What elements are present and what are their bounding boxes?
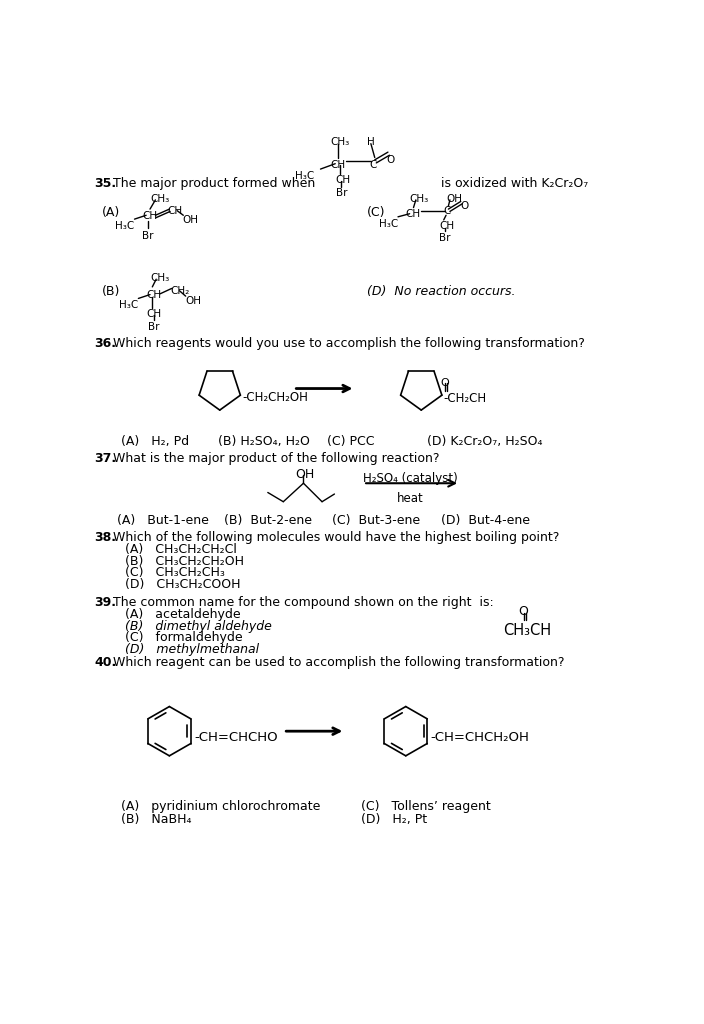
Text: OH: OH [296,468,315,481]
Text: (D)   CH₃CH₂COOH: (D) CH₃CH₂COOH [125,578,241,591]
Text: O: O [460,202,468,211]
Text: O: O [386,156,395,165]
Text: OH: OH [185,296,201,306]
Text: (D)  But-4-ene: (D) But-4-ene [441,514,529,527]
Text: Br: Br [336,188,348,199]
Text: (A)   CH₃CH₂CH₂Cl: (A) CH₃CH₂CH₂Cl [125,544,237,556]
Text: CH: CH [146,290,161,300]
Text: CH: CH [168,206,183,216]
Text: C: C [443,206,451,216]
Text: CH: CH [331,160,346,170]
Text: H: H [367,137,375,146]
Text: The common name for the compound shown on the right  is:: The common name for the compound shown o… [113,596,494,608]
Text: (B)   dimethyl aldehyde: (B) dimethyl aldehyde [125,620,272,633]
Text: O: O [440,378,449,388]
Text: CH: CH [146,309,161,319]
Text: CH₃: CH₃ [150,273,169,283]
Text: (C)   CH₃CH₂CH₃: (C) CH₃CH₂CH₃ [125,566,225,580]
Text: -CH₂CH₂OH: -CH₂CH₂OH [242,391,308,404]
Text: 38.: 38. [94,531,116,544]
Text: O: O [518,605,528,617]
Text: (C): (C) [367,206,386,219]
Text: heat: heat [396,493,423,506]
Text: H₃C: H₃C [295,171,314,180]
Text: 36.: 36. [94,337,116,350]
Text: CH₃: CH₃ [150,194,169,204]
Text: What is the major product of the following reaction?: What is the major product of the followi… [113,453,439,466]
Text: (A)   H₂, Pd: (A) H₂, Pd [120,435,189,447]
Text: (C)  But-3-ene: (C) But-3-ene [332,514,420,527]
Text: (B)  But-2-ene: (B) But-2-ene [224,514,312,527]
Text: (A)   But-1-ene: (A) But-1-ene [118,514,209,527]
Text: H₃C: H₃C [119,300,138,310]
Text: Br: Br [149,322,160,332]
Text: CH₂: CH₂ [170,286,189,296]
Text: (D)  No reaction occurs.: (D) No reaction occurs. [367,285,515,298]
Text: (B)   NaBH₄: (B) NaBH₄ [120,813,191,825]
Text: Which of the following molecules would have the highest boiling point?: Which of the following molecules would h… [113,531,559,544]
Text: 39.: 39. [94,596,116,608]
Text: (C)   formaldehyde: (C) formaldehyde [125,631,243,644]
Text: 40.: 40. [94,655,116,669]
Text: is oxidized with K₂Cr₂O₇: is oxidized with K₂Cr₂O₇ [441,177,588,189]
Text: C: C [370,160,377,170]
Text: CH: CH [335,175,351,185]
Text: CH: CH [439,221,454,231]
Text: (B) H₂SO₄, H₂O: (B) H₂SO₄, H₂O [218,435,310,447]
Text: (D) K₂Cr₂O₇, H₂SO₄: (D) K₂Cr₂O₇, H₂SO₄ [427,435,543,447]
Text: (D)   H₂, Pt: (D) H₂, Pt [361,813,427,825]
Text: Br: Br [142,230,153,241]
Text: H₃C: H₃C [115,221,134,231]
Text: (B): (B) [102,285,120,298]
Text: Which reagent can be used to accomplish the following transformation?: Which reagent can be used to accomplish … [113,655,565,669]
Text: CH₃: CH₃ [410,194,429,204]
Text: CH: CH [142,211,158,221]
Text: (A): (A) [102,206,120,219]
Text: -CH₂CH: -CH₂CH [444,392,486,406]
Text: 37.: 37. [94,453,116,466]
Text: (C) PCC: (C) PCC [327,435,375,447]
Text: H₃C: H₃C [379,219,398,229]
Text: OH: OH [447,194,463,204]
Text: CH₃CH: CH₃CH [503,624,551,638]
Text: The major product formed when: The major product formed when [113,177,315,189]
Text: OH: OH [182,215,199,225]
Text: (D)   methylmethanal: (D) methylmethanal [125,643,259,655]
Text: -CH=CHCH₂OH: -CH=CHCH₂OH [431,731,529,744]
Text: H₂SO₄ (catalyst): H₂SO₄ (catalyst) [363,472,458,484]
Text: (A)   pyridinium chlorochromate: (A) pyridinium chlorochromate [120,801,320,813]
Text: Br: Br [439,233,451,243]
Text: (B)   CH₃CH₂CH₂OH: (B) CH₃CH₂CH₂OH [125,555,244,568]
Text: 35.: 35. [94,177,116,189]
Text: CH₃: CH₃ [331,137,350,146]
Text: (C)   Tollens’ reagent: (C) Tollens’ reagent [361,801,491,813]
Text: -CH=CHCHO: -CH=CHCHO [194,731,278,744]
Text: (A)   acetaldehyde: (A) acetaldehyde [125,608,241,621]
Text: CH: CH [406,209,421,219]
Text: Which reagents would you use to accomplish the following transformation?: Which reagents would you use to accompli… [113,337,585,350]
